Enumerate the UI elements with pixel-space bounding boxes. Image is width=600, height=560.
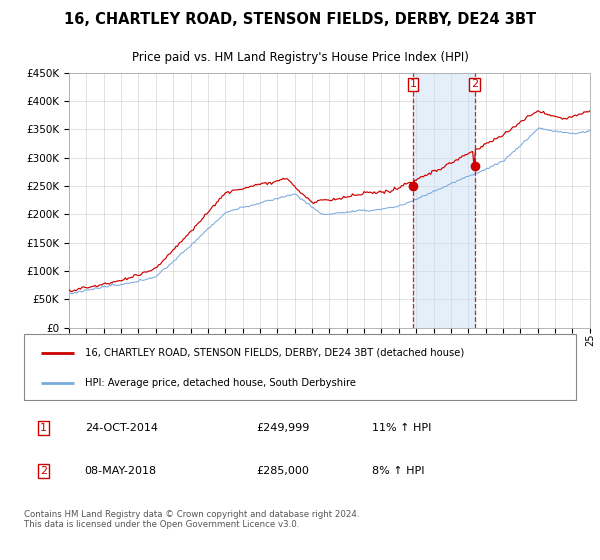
Text: Contains HM Land Registry data © Crown copyright and database right 2024.
This d: Contains HM Land Registry data © Crown c… bbox=[24, 510, 359, 529]
Text: 2: 2 bbox=[40, 466, 47, 477]
Text: HPI: Average price, detached house, South Derbyshire: HPI: Average price, detached house, Sout… bbox=[85, 378, 356, 388]
Text: 16, CHARTLEY ROAD, STENSON FIELDS, DERBY, DE24 3BT: 16, CHARTLEY ROAD, STENSON FIELDS, DERBY… bbox=[64, 12, 536, 27]
Text: 24-OCT-2014: 24-OCT-2014 bbox=[85, 423, 158, 433]
Text: 8% ↑ HPI: 8% ↑ HPI bbox=[372, 466, 424, 477]
Text: £285,000: £285,000 bbox=[256, 466, 309, 477]
Text: 1: 1 bbox=[40, 423, 47, 433]
Text: 08-MAY-2018: 08-MAY-2018 bbox=[85, 466, 157, 477]
Text: 11% ↑ HPI: 11% ↑ HPI bbox=[372, 423, 431, 433]
Text: 1: 1 bbox=[410, 79, 416, 89]
Text: Price paid vs. HM Land Registry's House Price Index (HPI): Price paid vs. HM Land Registry's House … bbox=[131, 51, 469, 64]
Bar bbox=[413, 73, 475, 328]
Text: 16, CHARTLEY ROAD, STENSON FIELDS, DERBY, DE24 3BT (detached house): 16, CHARTLEY ROAD, STENSON FIELDS, DERBY… bbox=[85, 348, 464, 358]
Text: £249,999: £249,999 bbox=[256, 423, 309, 433]
FancyBboxPatch shape bbox=[24, 334, 576, 400]
Text: 2: 2 bbox=[471, 79, 478, 89]
